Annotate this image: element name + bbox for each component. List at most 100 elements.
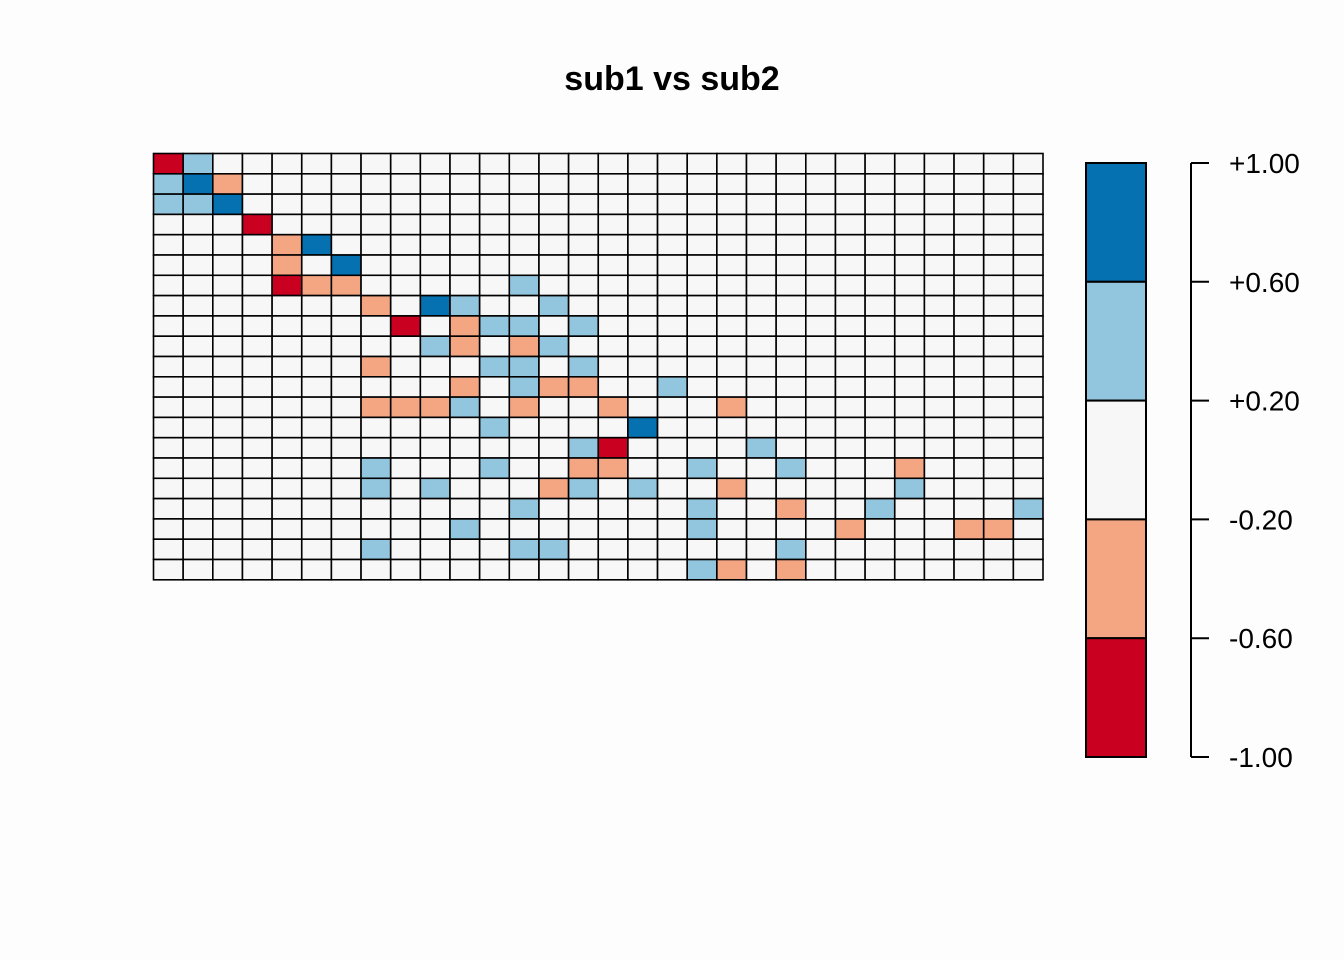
legend-tick-label: -0.60 — [1229, 623, 1293, 654]
heatmap-cell-r9-c1 — [152, 315, 184, 337]
heatmap-cell-r6-c10 — [419, 254, 451, 277]
heatmap-cell-r15-c20 — [716, 436, 748, 459]
heatmap-cell-r15-c2 — [182, 436, 214, 459]
heatmap-cell-r5-c24 — [834, 233, 866, 256]
heatmap-cell-r7-c6 — [300, 274, 333, 297]
heatmap-cell-r4-c17 — [627, 213, 659, 236]
heatmap-cell-r1-c26 — [893, 152, 926, 175]
heatmap-cell-r21-c25 — [864, 558, 896, 581]
heatmap-cell-r4-c23 — [804, 213, 837, 236]
heatmap-cell-r19-c6 — [300, 518, 333, 541]
heatmap-cell-r2-c29 — [982, 173, 1015, 195]
heatmap-cell-r18-c18 — [656, 497, 688, 520]
heatmap-cell-r11-c17 — [627, 355, 659, 378]
heatmap-cell-r11-c20 — [716, 355, 748, 378]
heatmap-cell-r13-c18 — [656, 396, 688, 419]
heatmap-cell-r14-c10 — [419, 416, 451, 439]
heatmap-cell-r10-c3 — [212, 335, 244, 358]
heatmap-cell-r11-c29 — [982, 355, 1015, 378]
heatmap-cell-r5-c18 — [656, 233, 688, 256]
heatmap-cell-r15-c22 — [775, 436, 807, 459]
heatmap-cell-r12-c15 — [567, 375, 600, 398]
heatmap-cell-r15-c8 — [360, 436, 392, 459]
heatmap-cell-r1-c28 — [953, 152, 985, 175]
heatmap-cell-r14-c14 — [538, 416, 570, 439]
heatmap-cell-r8-c22 — [775, 294, 807, 317]
heatmap-cell-r13-c10 — [419, 396, 451, 419]
heatmap-cell-r2-c10 — [419, 173, 451, 195]
heatmap-cell-r2-c3 — [212, 173, 244, 195]
heatmap-cell-r9-c9 — [389, 315, 422, 337]
heatmap-cell-r2-c24 — [834, 173, 866, 195]
heatmap-cell-r19-c23 — [804, 518, 837, 541]
heatmap-cell-r8-c19 — [686, 294, 718, 317]
heatmap-cell-r16-c16 — [597, 457, 629, 480]
heatmap-cell-r20-c11 — [449, 538, 481, 561]
heatmap-cell-r7-c14 — [538, 274, 570, 297]
heatmap-cell-r3-c2 — [182, 193, 214, 216]
heatmap-cell-r4-c3 — [212, 213, 244, 236]
heatmap-cell-r6-c28 — [953, 254, 985, 277]
heatmap-cell-r4-c30 — [1012, 213, 1044, 236]
heatmap-cell-r14-c1 — [152, 416, 184, 439]
heatmap-cell-r13-c27 — [923, 396, 955, 419]
heatmap-cell-r19-c26 — [893, 518, 926, 541]
heatmap-cell-r10-c22 — [775, 335, 807, 358]
heatmap-cell-r15-c18 — [656, 436, 688, 459]
heatmap-cell-r19-c7 — [330, 518, 362, 541]
heatmap-cell-r11-c16 — [597, 355, 629, 378]
heatmap-cell-r15-c27 — [923, 436, 955, 459]
heatmap-cell-r11-c3 — [212, 355, 244, 378]
heatmap-cell-r8-c26 — [893, 294, 926, 317]
heatmap-cell-r11-c4 — [241, 355, 273, 378]
heatmap-cell-r9-c24 — [834, 315, 866, 337]
heatmap-cell-r12-c29 — [982, 375, 1015, 398]
heatmap-cell-r6-c19 — [686, 254, 718, 277]
heatmap-cell-r9-c15 — [567, 315, 600, 337]
heatmap-cell-r21-c29 — [982, 558, 1015, 581]
heatmap-cell-r19-c14 — [538, 518, 570, 541]
heatmap-cell-r11-c7 — [330, 355, 362, 378]
heatmap-cell-r18-c2 — [182, 497, 214, 520]
heatmap-cell-r19-c17 — [627, 518, 659, 541]
heatmap-cell-r2-c13 — [508, 173, 540, 195]
heatmap-cell-r20-c5 — [271, 538, 303, 561]
legend-swatch-4 — [1085, 518, 1147, 640]
heatmap-grid — [152, 152, 1044, 581]
heatmap-cell-r21-c5 — [271, 558, 303, 581]
heatmap-cell-r4-c29 — [982, 213, 1015, 236]
heatmap-cell-r6-c12 — [478, 254, 511, 277]
heatmap-cell-r9-c23 — [804, 315, 837, 337]
heatmap-cell-r16-c11 — [449, 457, 481, 480]
heatmap-cell-r16-c27 — [923, 457, 955, 480]
heatmap-cell-r9-c2 — [182, 315, 214, 337]
heatmap-cell-r20-c28 — [953, 538, 985, 561]
heatmap-cell-r11-c21 — [745, 355, 777, 378]
legend-tick-label: +0.20 — [1229, 386, 1300, 417]
heatmap-cell-r19-c22 — [775, 518, 807, 541]
heatmap-cell-r9-c8 — [360, 315, 392, 337]
heatmap-cell-r18-c4 — [241, 497, 273, 520]
heatmap-cell-r9-c3 — [212, 315, 244, 337]
heatmap-cell-r15-c16 — [597, 436, 629, 459]
heatmap-cell-r12-c4 — [241, 375, 273, 398]
heatmap-cell-r4-c12 — [478, 213, 511, 236]
heatmap-cell-r3-c28 — [953, 193, 985, 216]
heatmap-cell-r20-c16 — [597, 538, 629, 561]
heatmap-cell-r4-c8 — [360, 213, 392, 236]
heatmap-cell-r8-c1 — [152, 294, 184, 317]
heatmap-cell-r11-c5 — [271, 355, 303, 378]
heatmap-cell-r6-c9 — [389, 254, 422, 277]
heatmap-cell-r6-c22 — [775, 254, 807, 277]
heatmap-cell-r10-c8 — [360, 335, 392, 358]
heatmap-cell-r3-c18 — [656, 193, 688, 216]
heatmap-cell-r5-c25 — [864, 233, 896, 256]
heatmap-cell-r1-c20 — [716, 152, 748, 175]
heatmap-cell-r4-c16 — [597, 213, 629, 236]
heatmap-cell-r15-c1 — [152, 436, 184, 459]
heatmap-cell-r21-c14 — [538, 558, 570, 581]
heatmap-cell-r19-c30 — [1012, 518, 1044, 541]
heatmap-cell-r4-c28 — [953, 213, 985, 236]
heatmap-cell-r16-c1 — [152, 457, 184, 480]
heatmap-cell-r11-c18 — [656, 355, 688, 378]
